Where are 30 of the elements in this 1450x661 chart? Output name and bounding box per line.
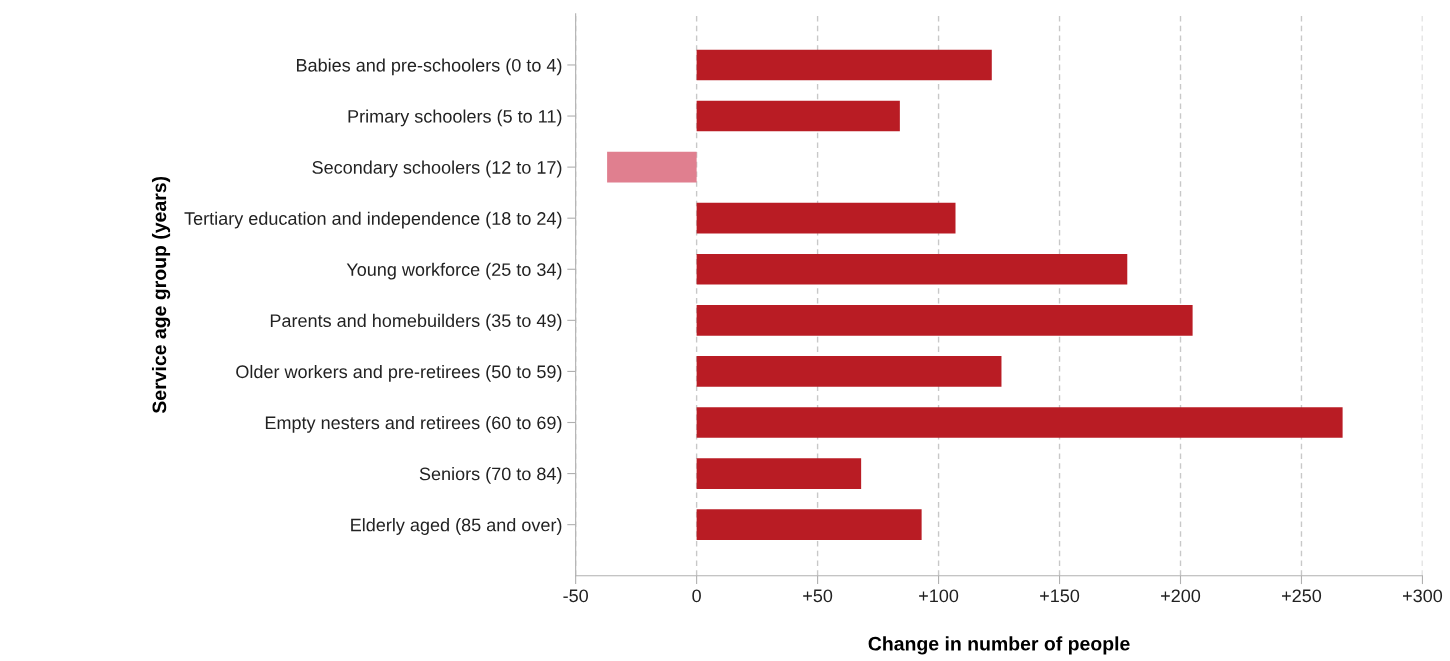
x-tick-label: +300 [1403, 589, 1443, 603]
bar [696, 356, 1002, 387]
bar [696, 49, 992, 81]
y-tick-label: Parents and homebuilders (35 to 49) [270, 313, 562, 331]
x-tick-label: +100 [919, 589, 959, 603]
bar [696, 407, 1343, 438]
bar [696, 305, 1193, 336]
y-tick-label: Primary schoolers (5 to 11) [348, 109, 562, 127]
y-tick-label: Empty nesters and retirees (60 to 69) [265, 415, 562, 433]
bar [696, 202, 956, 234]
y-axis-title: Service age group (years) [151, 176, 171, 414]
y-tick-label: Seniors (70 to 84) [419, 467, 562, 484]
y-tick-label: Elderly aged (85 and over) [351, 518, 562, 535]
x-axis-title: Change in number of people [868, 636, 1130, 655]
bar [696, 509, 922, 540]
x-tick-label: +150 [1040, 589, 1080, 603]
y-tick-label: Tertiary education and independence (18 to 24) [184, 211, 562, 229]
x-tick-label: +250 [1282, 589, 1322, 603]
x-tick-label: 0 [692, 589, 701, 603]
y-tick-label: Secondary schoolers (12 to 17) [312, 160, 562, 178]
bar [696, 458, 862, 489]
y-tick-label: Older workers and pre-retirees (50 to 59) [236, 364, 562, 382]
bar [696, 253, 1128, 285]
x-tick-label: -50 [563, 589, 588, 603]
x-tick-label: +50 [803, 589, 833, 603]
bar [607, 151, 697, 183]
y-tick-label: Young workforce (25 to 34) [346, 262, 562, 280]
x-tick-label: +200 [1161, 589, 1201, 603]
bar [696, 100, 900, 132]
y-tick-label: Babies and pre-schoolers (0 to 4) [296, 58, 562, 76]
